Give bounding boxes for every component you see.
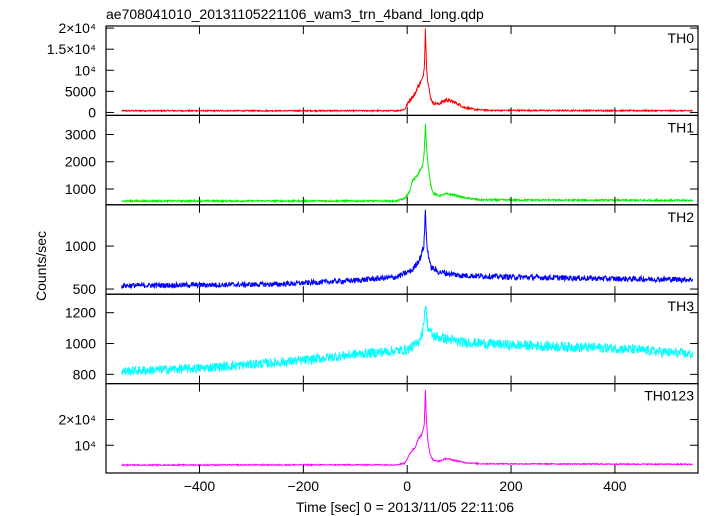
- y-tick-label: 1.5×10⁴: [47, 41, 96, 57]
- panel-label-th0123: TH0123: [644, 388, 694, 404]
- y-axis-label: Counts/sec: [33, 231, 49, 301]
- y-tick-label: 10⁴: [74, 62, 96, 78]
- y-tick-label: 0: [88, 104, 96, 120]
- panel-frame-th2: [105, 204, 699, 295]
- panel-label-th1: TH1: [668, 119, 695, 135]
- panel-label-th3: TH3: [668, 298, 695, 314]
- panel-label-th0: TH0: [668, 30, 695, 46]
- series-line-th0: [121, 28, 693, 113]
- y-tick-label: 3000: [65, 126, 96, 142]
- panel-frame-th1: [105, 114, 699, 206]
- x-tick-label: 400: [603, 478, 627, 494]
- y-tick-label: 1000: [65, 336, 96, 352]
- panel-frame-th0: [105, 25, 699, 117]
- panel-label-th2: TH2: [668, 209, 695, 225]
- x-tick-label: 0: [403, 478, 411, 494]
- y-tick-label: 500: [73, 281, 97, 297]
- x-tick-label: −200: [288, 478, 320, 494]
- x-tick-label: −400: [184, 478, 216, 494]
- series-line-th3: [121, 305, 693, 376]
- y-tick-label: 2000: [65, 154, 96, 170]
- series-line-th1: [121, 123, 693, 204]
- series-line-th0123: [121, 389, 693, 467]
- x-tick-label: 200: [499, 478, 523, 494]
- y-tick-label: 2×10⁴: [58, 412, 96, 428]
- y-tick-label: 800: [73, 366, 97, 382]
- y-tick-label: 1000: [65, 238, 96, 254]
- x-axis-label: Time [sec] 0 = 2013/11/05 22:11:06: [296, 499, 514, 515]
- y-tick-label: 1200: [65, 305, 96, 321]
- y-tick-label: 5000: [65, 83, 96, 99]
- chart-title: ae708041010_20131105221106_wam3_trn_4ban…: [106, 6, 484, 22]
- y-tick-label: 10⁴: [74, 437, 96, 453]
- panel-frame-th0123: [105, 383, 699, 474]
- y-tick-label: 2×10⁴: [58, 20, 96, 36]
- y-tick-label: 1000: [65, 181, 96, 197]
- series-line-th2: [121, 209, 693, 290]
